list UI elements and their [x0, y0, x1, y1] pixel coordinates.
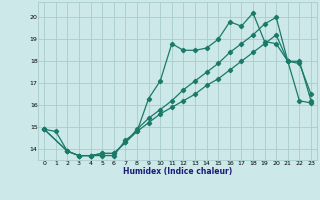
X-axis label: Humidex (Indice chaleur): Humidex (Indice chaleur): [123, 167, 232, 176]
